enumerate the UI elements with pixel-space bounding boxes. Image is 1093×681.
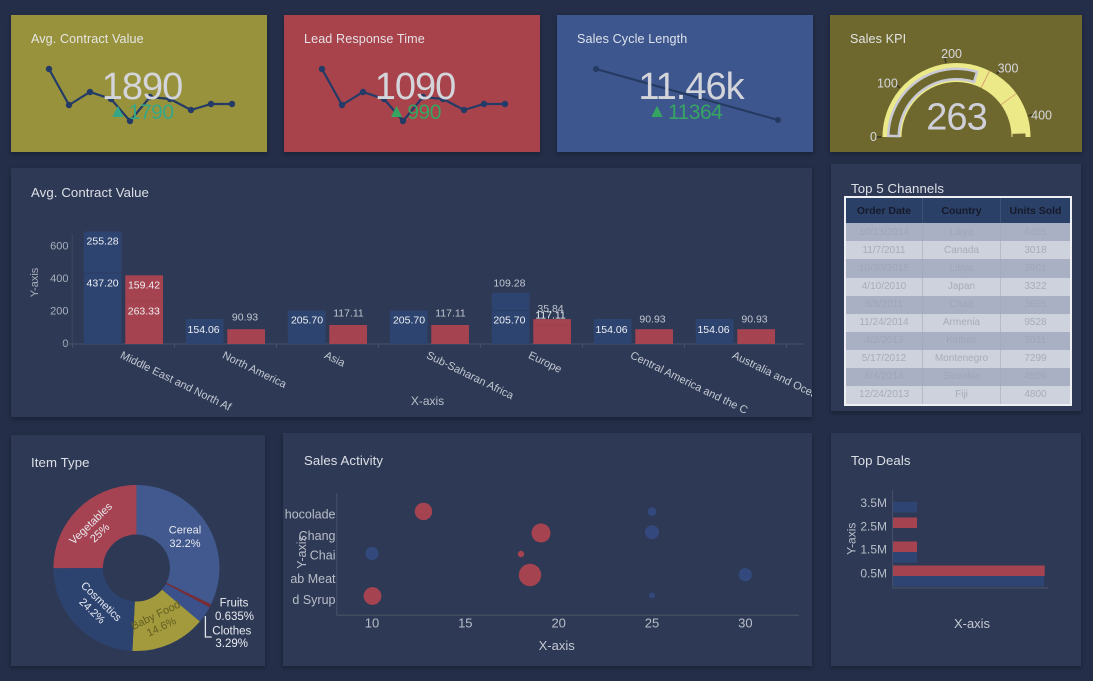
svg-text:Chai: Chai [310,549,336,563]
svg-text:X-axis: X-axis [539,638,576,653]
svg-text:200: 200 [50,306,68,318]
svg-text:Y-axis: Y-axis [29,267,41,297]
svg-text:300: 300 [998,62,1019,76]
svg-text:32.2%: 32.2% [169,538,200,550]
svg-text:109.28: 109.28 [493,277,525,289]
svg-text:400: 400 [50,273,68,285]
svg-text:Chang: Chang [299,529,336,543]
svg-text:35.84: 35.84 [537,303,563,315]
svg-text:159.42: 159.42 [128,280,160,292]
svg-text:3.5M: 3.5M [860,496,887,510]
svg-text:Y-axis: Y-axis [845,523,859,555]
svg-text:hocolade: hocolade [285,508,336,522]
svg-text:117.11: 117.11 [333,308,364,320]
svg-text:400: 400 [1031,109,1052,123]
svg-text:15: 15 [458,616,472,631]
svg-text:205.70: 205.70 [393,315,425,327]
svg-text:d Syrup: d Syrup [292,593,335,607]
svg-text:Clothes: Clothes [212,626,251,638]
svg-text:Fruits: Fruits [220,598,249,610]
svg-text:Australia and Oceania: Australia and Oceania [730,350,812,409]
svg-text:200: 200 [941,47,962,61]
svg-text:Middle East and North Af: Middle East and North Af [118,350,233,415]
svg-text:154.06: 154.06 [595,324,627,336]
svg-text:263.33: 263.33 [128,306,160,318]
svg-text:2.5M: 2.5M [860,520,887,534]
svg-text:205.70: 205.70 [291,315,323,327]
svg-text:205.70: 205.70 [493,315,525,327]
svg-text:Y-axis: Y-axis [295,535,309,569]
svg-text:117.11: 117.11 [535,309,566,321]
svg-text:263: 263 [926,97,986,139]
svg-text:0.5M: 0.5M [860,567,887,581]
svg-text:100: 100 [877,77,898,91]
svg-text:20: 20 [551,616,565,631]
svg-text:3.29%: 3.29% [215,638,248,650]
svg-text:30: 30 [738,616,752,631]
svg-text:Asia: Asia [322,350,347,371]
svg-text:437.20: 437.20 [87,277,119,289]
svg-text:154.06: 154.06 [188,324,220,336]
svg-text:10: 10 [365,616,379,631]
svg-text:1.5M: 1.5M [860,543,887,557]
svg-text:Cereal: Cereal [169,525,201,537]
svg-text:Europe: Europe [526,350,563,376]
svg-text:0: 0 [870,130,877,144]
svg-text:117.11: 117.11 [435,308,466,320]
svg-text:ab Meat: ab Meat [290,572,336,586]
svg-text:X-axis: X-axis [954,616,991,631]
svg-text:X-axis: X-axis [411,394,444,408]
svg-text:0.635%: 0.635% [215,611,254,623]
svg-text:600: 600 [50,241,68,253]
svg-text:90.93: 90.93 [232,312,258,324]
svg-text:90.93: 90.93 [639,314,665,326]
svg-text:25: 25 [645,616,659,631]
svg-text:255.28: 255.28 [87,236,119,248]
svg-text:154.06: 154.06 [697,324,729,336]
svg-text:90.93: 90.93 [741,314,767,326]
svg-text:North America: North America [220,350,289,392]
